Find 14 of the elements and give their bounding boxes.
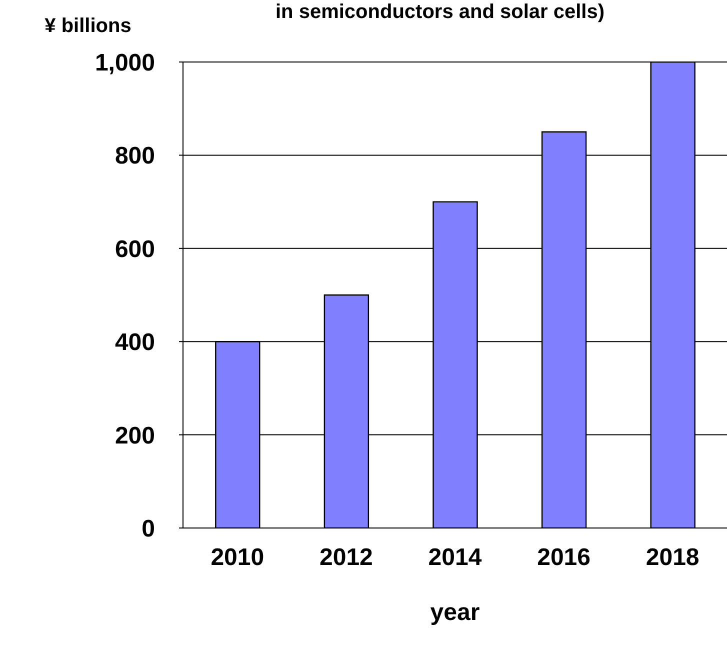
y-tick-label: 400 bbox=[114, 329, 155, 356]
y-tick-label: 800 bbox=[114, 142, 155, 170]
x-tick-label: 2016 bbox=[537, 544, 590, 572]
y-tick-label: 200 bbox=[114, 422, 155, 450]
x-tick-label: 2012 bbox=[320, 544, 373, 572]
y-axis-title: ¥ billions bbox=[44, 15, 132, 37]
y-tick-label: 1,000 bbox=[94, 50, 155, 77]
chart-title: in semiconductors and solar cells) bbox=[276, 1, 604, 23]
x-tick-label: 2018 bbox=[646, 544, 700, 572]
x-axis-title: year bbox=[430, 599, 480, 626]
x-tick-label: 2010 bbox=[210, 544, 264, 572]
x-tick-label: 2014 bbox=[428, 544, 482, 572]
y-tick-label: 600 bbox=[114, 236, 155, 263]
y-tick-label: 0 bbox=[142, 516, 155, 543]
